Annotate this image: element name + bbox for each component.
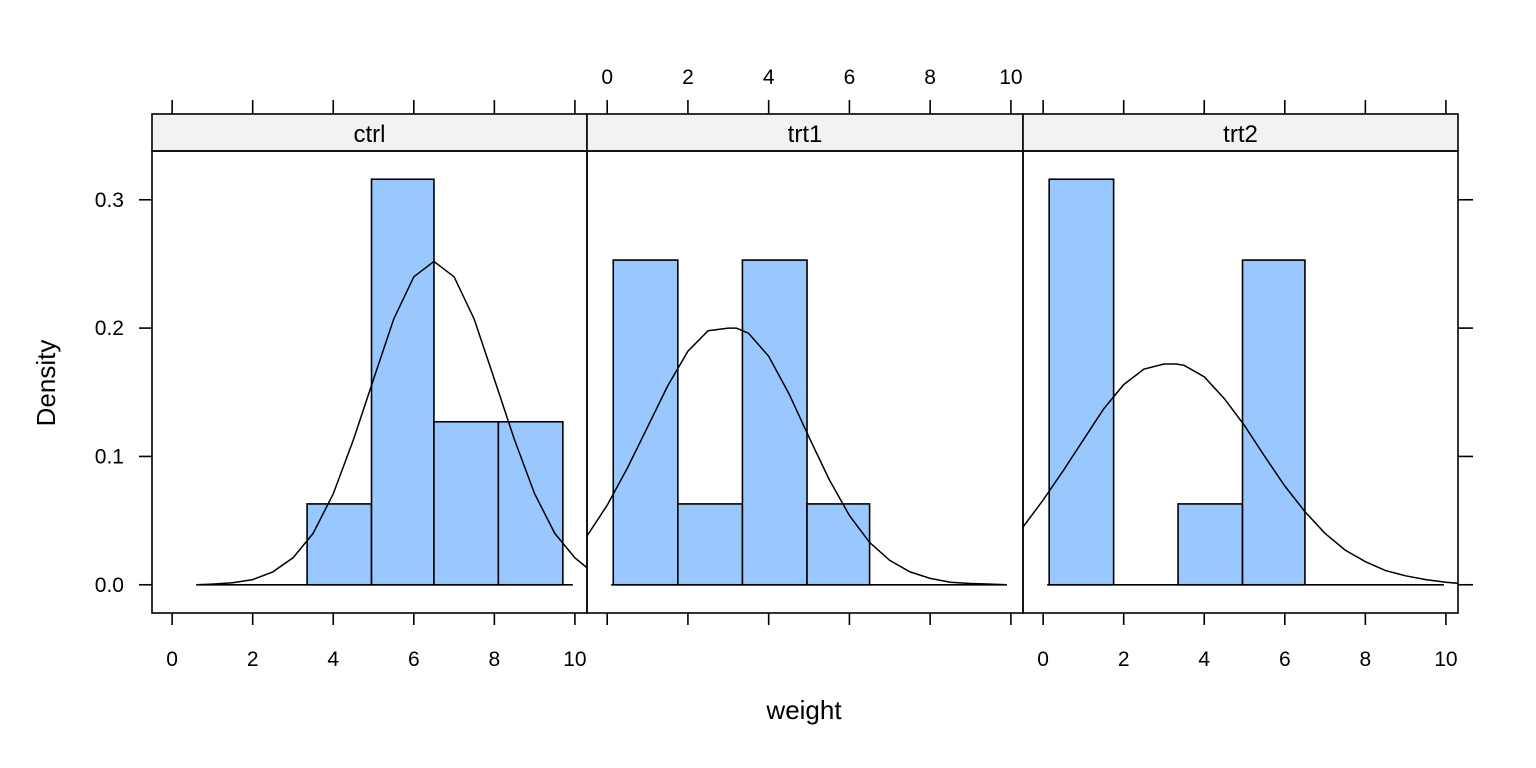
panel-border: [1022, 150, 1459, 614]
x-tick-label: 4: [327, 648, 339, 671]
x-tick-label: 10: [999, 66, 1022, 89]
x-tick-label: 8: [1360, 648, 1372, 671]
x-tick-label: 0: [166, 648, 178, 671]
density-curve: [587, 327, 1007, 586]
histogram-bar: [1241, 259, 1306, 586]
histogram-bar: [741, 259, 808, 586]
histogram-bar: [612, 259, 679, 586]
panels-layer: ctrl trt1 trt2: [151, 113, 1459, 614]
x-axis-title: weight: [765, 695, 842, 725]
x-tick-label: 0: [1037, 648, 1049, 671]
histogram-bar: [306, 503, 373, 586]
panel-trt1: trt1: [586, 113, 1024, 614]
y-axis-title: Density: [31, 340, 61, 427]
panel-trt2: trt2: [1022, 113, 1459, 614]
axes-layer: 0 2 4 6 8 10 0 2 4 6 8 10 0 2 4 6 8 10 0.0 0.1 0.2 0.3: [95, 66, 1473, 671]
density-curve: [1023, 363, 1458, 585]
y-tick-label: 0.2: [95, 317, 124, 340]
x-tick-label: 2: [247, 648, 259, 671]
y-tick-label: 0.0: [95, 574, 124, 597]
panel-content: [587, 259, 1007, 586]
strip-label: trt2: [1223, 121, 1258, 148]
histogram-bar: [677, 503, 744, 586]
x-tick-label: 10: [563, 648, 586, 671]
x-tick-label: 6: [844, 66, 856, 89]
x-tick-label: 8: [924, 66, 936, 89]
density-curve: [196, 260, 587, 586]
histogram-bar: [433, 420, 500, 586]
x-tick-label: 8: [489, 648, 501, 671]
strip-label: trt1: [788, 121, 823, 148]
x-tick-label: 4: [1198, 648, 1210, 671]
panel-ctrl: ctrl: [151, 113, 588, 614]
strip-label: ctrl: [354, 121, 386, 148]
x-tick-label: 2: [1118, 648, 1130, 671]
y-tick-label: 0.1: [95, 445, 124, 468]
histogram-bar: [806, 503, 871, 586]
y-tick-label: 0.3: [95, 189, 124, 212]
x-tick-label: 10: [1434, 648, 1457, 671]
x-tick-label: 0: [601, 66, 613, 89]
x-tick-label: 6: [408, 648, 420, 671]
panel-content: [196, 178, 587, 586]
histogram-bar: [370, 178, 435, 586]
histogram-bar: [497, 420, 564, 586]
histogram-bar: [1048, 178, 1115, 586]
x-tick-label: 2: [682, 66, 694, 89]
histogram-bar: [1177, 503, 1244, 586]
x-tick-label: 6: [1279, 648, 1291, 671]
x-tick-label: 4: [763, 66, 775, 89]
panel-content: [1023, 178, 1458, 586]
